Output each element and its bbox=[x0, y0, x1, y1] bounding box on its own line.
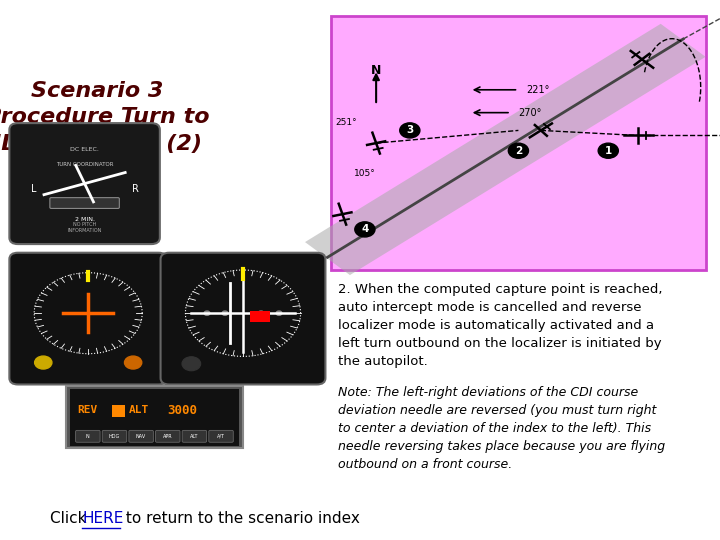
FancyBboxPatch shape bbox=[209, 430, 233, 442]
Text: TURN COORDINATOR: TURN COORDINATOR bbox=[56, 161, 113, 167]
Text: 2: 2 bbox=[515, 146, 522, 156]
Text: A/T: A/T bbox=[217, 434, 225, 439]
Bar bbox=[251, 311, 271, 322]
Text: N: N bbox=[371, 64, 382, 77]
Text: 270°: 270° bbox=[518, 107, 541, 118]
Circle shape bbox=[598, 143, 618, 158]
Circle shape bbox=[276, 311, 282, 315]
FancyBboxPatch shape bbox=[156, 430, 180, 442]
FancyBboxPatch shape bbox=[331, 16, 706, 270]
Text: Scenario 3
Procedure Turn to
ILS Approach (2): Scenario 3 Procedure Turn to ILS Approac… bbox=[0, 81, 210, 154]
Bar bbox=[66, 386, 243, 448]
Polygon shape bbox=[305, 24, 706, 275]
Text: 4: 4 bbox=[361, 225, 369, 234]
Text: 2. When the computed capture point is reached,
auto intercept mode is cancelled : 2. When the computed capture point is re… bbox=[338, 284, 663, 368]
Text: HERE: HERE bbox=[82, 511, 123, 526]
Text: L: L bbox=[31, 184, 37, 194]
Circle shape bbox=[400, 123, 420, 138]
Text: ALT: ALT bbox=[129, 406, 149, 415]
Text: APR: APR bbox=[163, 434, 173, 439]
Circle shape bbox=[182, 357, 201, 371]
Bar bbox=[70, 389, 239, 446]
Bar bbox=[112, 405, 125, 417]
Text: R: R bbox=[132, 184, 139, 194]
Text: HDG: HDG bbox=[109, 434, 120, 439]
Text: 3: 3 bbox=[406, 125, 413, 136]
Circle shape bbox=[125, 356, 142, 369]
Text: ALT: ALT bbox=[190, 434, 199, 439]
Text: NAV: NAV bbox=[136, 434, 146, 439]
FancyBboxPatch shape bbox=[76, 430, 100, 442]
FancyBboxPatch shape bbox=[129, 430, 153, 442]
FancyBboxPatch shape bbox=[9, 123, 160, 244]
Text: 251°: 251° bbox=[335, 118, 356, 127]
FancyBboxPatch shape bbox=[161, 253, 325, 384]
Text: 105°: 105° bbox=[354, 169, 375, 178]
FancyBboxPatch shape bbox=[50, 198, 120, 208]
Circle shape bbox=[35, 356, 52, 369]
Text: NO PITCH
INFORMATION: NO PITCH INFORMATION bbox=[68, 222, 102, 233]
Text: 221°: 221° bbox=[526, 85, 549, 95]
Text: REV: REV bbox=[77, 406, 97, 415]
FancyBboxPatch shape bbox=[9, 253, 167, 384]
Text: 1: 1 bbox=[605, 146, 612, 156]
Text: DC ELEC.: DC ELEC. bbox=[70, 146, 99, 152]
FancyBboxPatch shape bbox=[182, 430, 207, 442]
Circle shape bbox=[508, 143, 528, 158]
Text: Click: Click bbox=[50, 511, 91, 526]
Text: Note: The left-right deviations of the CDI course
deviation needle are reversed : Note: The left-right deviations of the C… bbox=[338, 386, 665, 471]
Text: to return to the scenario index: to return to the scenario index bbox=[121, 511, 360, 526]
Circle shape bbox=[204, 311, 210, 315]
Circle shape bbox=[355, 222, 375, 237]
FancyBboxPatch shape bbox=[102, 430, 127, 442]
Text: 2 MIN.: 2 MIN. bbox=[75, 217, 94, 222]
Circle shape bbox=[258, 311, 264, 315]
Text: 3000: 3000 bbox=[167, 404, 197, 417]
Text: N: N bbox=[86, 434, 90, 439]
Circle shape bbox=[222, 311, 228, 315]
